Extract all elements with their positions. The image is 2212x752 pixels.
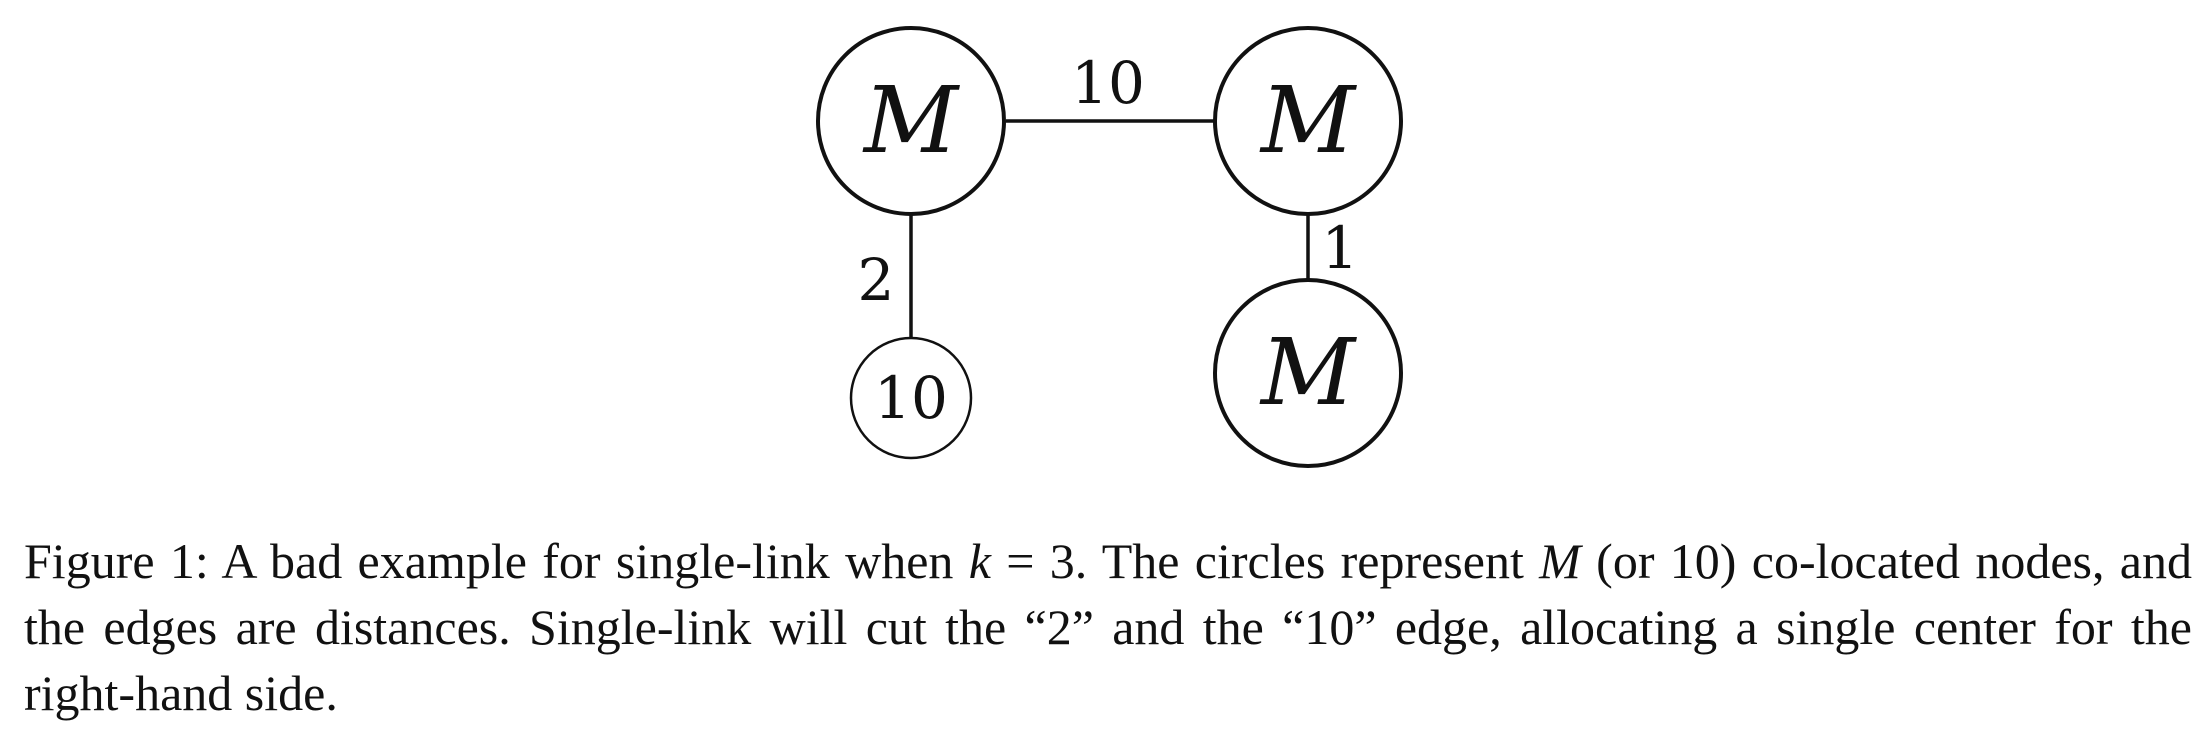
caption-var-k: k xyxy=(968,533,991,589)
caption-eq: = 3. The circles represent xyxy=(990,533,1540,589)
edge-top-label: 10 xyxy=(1071,49,1145,117)
node-top-left-label: M xyxy=(862,67,961,174)
caption-prefix: Figure 1: A bad example for single-link … xyxy=(24,533,969,589)
figure-caption: Figure 1: A bad example for single-link … xyxy=(24,528,2192,726)
node-bottom-right: M xyxy=(1213,278,1403,468)
node-top-right-label: M xyxy=(1259,67,1358,174)
edge-left-label: 2 xyxy=(858,246,895,314)
node-bottom-left-label: 10 xyxy=(874,364,948,432)
node-bottom-right-label: M xyxy=(1259,319,1358,426)
node-top-left: M xyxy=(816,26,1006,216)
edge-right-label: 1 xyxy=(1322,214,1359,282)
caption-var-m: M xyxy=(1539,533,1581,589)
node-bottom-left: 10 xyxy=(849,336,973,460)
caption-rest: (or 10) co-located nodes, and the edges … xyxy=(24,533,2192,721)
clustering-diagram: M M M 10 10 2 1 xyxy=(816,26,1403,468)
node-top-right: M xyxy=(1213,26,1403,216)
